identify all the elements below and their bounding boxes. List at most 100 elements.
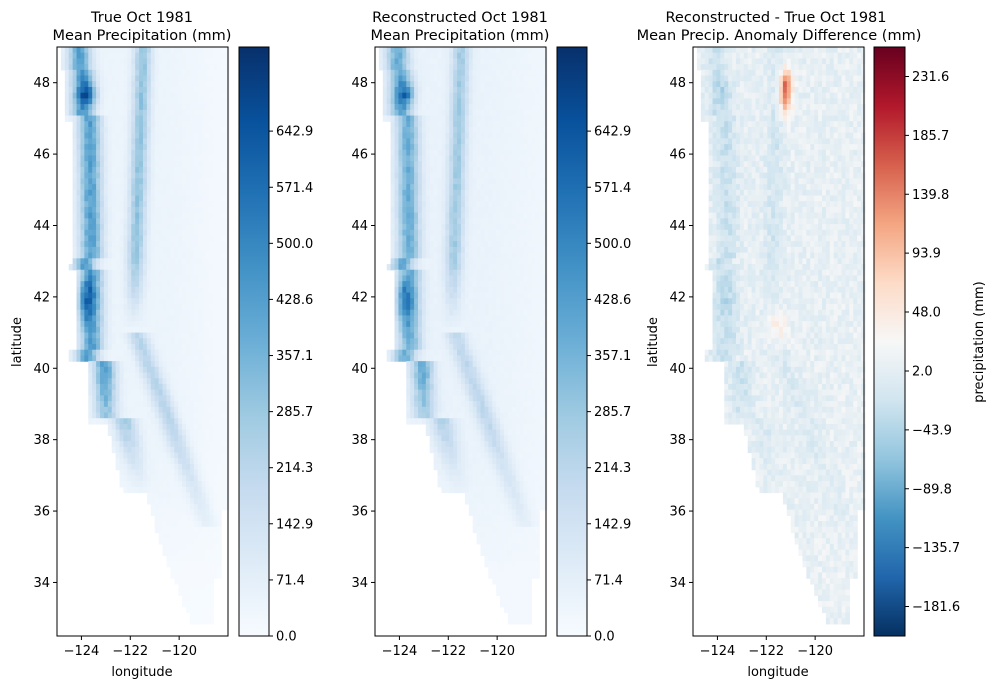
map-cell	[201, 195, 207, 202]
map-cell	[197, 246, 203, 254]
map-cell	[154, 86, 160, 94]
map-cell	[511, 52, 517, 60]
map-cell	[150, 315, 156, 322]
map-cell	[394, 144, 400, 151]
map-cell	[539, 195, 544, 202]
map-cell	[103, 58, 109, 65]
map-cell	[119, 258, 125, 265]
map-cell	[197, 275, 203, 282]
map-cell	[178, 92, 183, 99]
map-cell	[213, 241, 218, 248]
map-cell	[507, 47, 513, 54]
map-cell	[460, 206, 466, 214]
map-cell	[123, 275, 128, 282]
map-cell	[131, 372, 136, 379]
map-cell	[99, 229, 105, 237]
map-cell	[511, 138, 517, 145]
map-cell	[476, 275, 482, 282]
map-cell	[225, 361, 230, 368]
map-cell	[80, 332, 85, 339]
map-cell	[96, 378, 101, 385]
map-cell	[178, 498, 183, 505]
map-cell	[205, 509, 211, 516]
map-cell	[142, 275, 148, 282]
map-cell	[507, 126, 513, 134]
map-cell	[154, 47, 160, 54]
map-cell	[193, 595, 199, 602]
map-cell	[225, 92, 230, 99]
map-cell	[127, 292, 132, 299]
map-cell	[468, 258, 474, 265]
map-cell	[174, 463, 179, 471]
map-cell	[410, 235, 415, 242]
map-cell	[123, 349, 128, 357]
map-cell	[425, 104, 431, 111]
map-cell	[185, 503, 191, 511]
map-cell	[139, 366, 144, 374]
map-cell	[472, 144, 478, 151]
map-cell	[503, 241, 509, 248]
map-cell	[390, 161, 396, 168]
map-cell	[166, 309, 171, 317]
map-cell	[107, 395, 113, 402]
map-cell	[472, 229, 478, 237]
map-cell	[185, 555, 191, 562]
map-cell	[402, 241, 407, 248]
map-cell	[221, 104, 226, 111]
map-cell	[197, 366, 203, 374]
map-cell	[507, 149, 513, 157]
map-cell	[201, 246, 207, 254]
map-cell	[221, 389, 226, 396]
map-cell	[519, 121, 525, 128]
map-cell	[417, 64, 423, 71]
map-cell	[519, 115, 525, 122]
map-cell	[178, 572, 183, 579]
map-cell	[217, 401, 222, 408]
map-cell	[213, 275, 218, 282]
map-cell	[464, 86, 470, 94]
map-cell	[139, 206, 144, 214]
map-cell	[414, 104, 419, 111]
map-cell	[201, 292, 207, 299]
map-cell	[178, 458, 183, 465]
map-cell	[189, 521, 195, 528]
map-cell	[99, 258, 105, 265]
map-cell	[107, 206, 113, 214]
map-cell	[111, 195, 117, 202]
map-cell	[484, 264, 489, 271]
map-cell	[205, 498, 211, 505]
map-cell	[398, 252, 403, 259]
map-cell	[406, 166, 411, 174]
map-cell	[193, 549, 199, 556]
map-cell	[390, 64, 396, 71]
map-cell	[154, 58, 160, 65]
map-cell	[213, 258, 218, 265]
map-cell	[543, 258, 548, 265]
map-cell	[146, 47, 152, 54]
map-cell	[417, 144, 423, 151]
map-cell	[225, 429, 230, 436]
map-cell	[417, 212, 423, 219]
map-cell	[445, 212, 450, 219]
map-cell	[394, 275, 400, 282]
map-cell	[378, 64, 384, 71]
map-cell	[193, 138, 199, 145]
map-cell	[197, 281, 203, 288]
map-cell	[131, 338, 136, 345]
map-cell	[386, 115, 392, 122]
map-cell	[166, 355, 171, 362]
map-cell	[88, 286, 93, 294]
map-cell	[139, 412, 144, 419]
map-cell	[142, 292, 148, 299]
map-cell	[88, 338, 93, 345]
map-cell	[201, 286, 207, 294]
map-cell	[64, 104, 70, 111]
map-cell	[68, 349, 74, 357]
map-cell	[135, 218, 140, 225]
map-cell	[484, 246, 489, 254]
map-cell	[386, 52, 392, 60]
map-cell	[115, 184, 121, 191]
map-cell	[146, 104, 152, 111]
map-cell	[488, 166, 493, 174]
map-cell	[523, 166, 529, 174]
